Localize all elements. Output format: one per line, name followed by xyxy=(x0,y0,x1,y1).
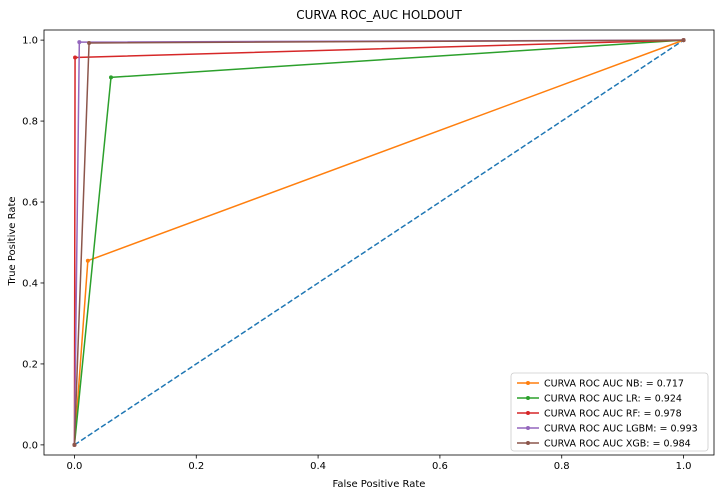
series-point-4-2 xyxy=(681,38,686,43)
legend-marker-0 xyxy=(526,381,530,385)
legend-label-0: CURVA ROC AUC NB: = 0.717 xyxy=(544,379,684,390)
x-tick-label: 1.0 xyxy=(676,461,692,472)
legend-label-3: CURVA ROC AUC LGBM: = 0.993 xyxy=(544,424,698,435)
legend-marker-3 xyxy=(526,426,530,430)
y-tick-label: 0.6 xyxy=(22,198,38,209)
series-point-3-1 xyxy=(77,40,82,45)
legend-label-1: CURVA ROC AUC LR: = 0.924 xyxy=(544,394,682,405)
chart-title: CURVA ROC_AUC HOLDOUT xyxy=(296,8,462,22)
legend-marker-4 xyxy=(526,441,530,445)
y-tick-label: 0.4 xyxy=(22,278,38,289)
x-tick-label: 0.6 xyxy=(432,461,448,472)
legend-marker-1 xyxy=(526,396,530,400)
y-tick-label: 1.0 xyxy=(22,36,38,47)
x-tick-label: 0.0 xyxy=(67,461,83,472)
plot-area xyxy=(72,38,686,447)
legend: CURVA ROC AUC NB: = 0.717 CURVA ROC AUC L… xyxy=(510,372,709,452)
legend-label-4: CURVA ROC AUC XGB: = 0.984 xyxy=(544,439,691,450)
series-point-2-1 xyxy=(73,55,78,60)
series-point-4-1 xyxy=(87,40,92,45)
axes: 0.0 0.2 0.4 0.6 0.8 1.0 0.0 0.2 0.4 0.6 0.8 1.0 xyxy=(22,29,715,472)
series-point-0-1 xyxy=(85,258,90,263)
y-tick-label: 0.2 xyxy=(22,359,38,370)
legend-label-2: CURVA ROC AUC RF: = 0.978 xyxy=(544,409,682,420)
series-point-4-0 xyxy=(72,442,77,447)
legend-marker-2 xyxy=(526,411,530,415)
axes-frame xyxy=(43,29,715,456)
x-tick-label: 0.8 xyxy=(554,461,570,472)
y-axis-label: True Positive Rate xyxy=(7,196,18,286)
y-tick-label: 0.0 xyxy=(22,440,38,451)
x-tick-label: 0.4 xyxy=(310,461,326,472)
legend-box xyxy=(510,372,709,452)
x-axis-label: False Positive Rate xyxy=(333,479,426,490)
series-point-1-1 xyxy=(109,75,113,80)
y-tick-label: 0.8 xyxy=(22,117,38,128)
x-tick-label: 0.2 xyxy=(188,461,204,472)
baseline-line xyxy=(74,39,684,446)
